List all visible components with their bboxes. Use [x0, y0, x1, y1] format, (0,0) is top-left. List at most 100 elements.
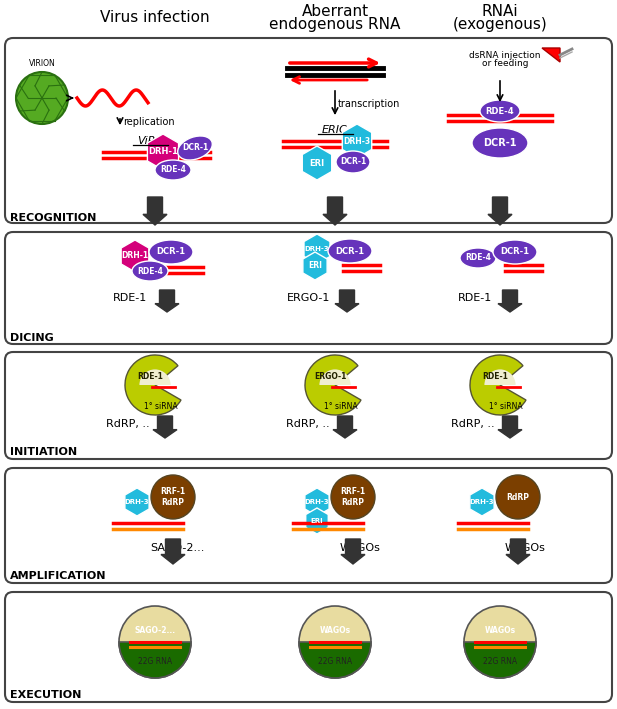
Wedge shape [464, 642, 536, 678]
Text: DRH-1: DRH-1 [148, 147, 178, 157]
Text: Virus infection: Virus infection [100, 11, 210, 26]
FancyArrow shape [335, 290, 359, 312]
Text: RRF-1
RdRP: RRF-1 RdRP [341, 487, 365, 507]
Wedge shape [320, 369, 350, 385]
Text: EXECUTION: EXECUTION [10, 690, 81, 700]
Text: ERGO-1: ERGO-1 [314, 372, 347, 381]
Text: RDE-1: RDE-1 [482, 372, 508, 381]
Circle shape [496, 475, 540, 519]
FancyBboxPatch shape [5, 232, 612, 344]
Text: dsRNA injection: dsRNA injection [470, 50, 540, 60]
Text: 22G RNA: 22G RNA [138, 657, 172, 666]
FancyBboxPatch shape [5, 38, 612, 223]
Circle shape [119, 606, 191, 678]
Text: RDE-4: RDE-4 [465, 254, 491, 262]
Text: ERI: ERI [310, 159, 325, 167]
Text: DRH-3: DRH-3 [125, 499, 149, 505]
Polygon shape [342, 124, 371, 158]
Ellipse shape [460, 248, 496, 268]
Polygon shape [305, 488, 329, 516]
Text: ERIC: ERIC [322, 125, 348, 135]
Text: replication: replication [123, 117, 175, 127]
FancyArrow shape [153, 416, 177, 438]
Polygon shape [121, 240, 149, 272]
Text: DRH-3: DRH-3 [305, 246, 329, 252]
Polygon shape [302, 146, 332, 180]
Text: RDE-4: RDE-4 [137, 267, 163, 276]
Wedge shape [470, 355, 526, 415]
Text: DCR-1: DCR-1 [336, 247, 365, 255]
FancyArrow shape [341, 539, 365, 564]
FancyArrow shape [498, 290, 522, 312]
Text: RRF-1
RdRP: RRF-1 RdRP [160, 487, 186, 507]
Text: DCR-1: DCR-1 [483, 138, 517, 148]
Circle shape [464, 606, 536, 678]
Text: WAGOs: WAGOs [320, 626, 350, 635]
Ellipse shape [472, 128, 528, 158]
Wedge shape [484, 369, 516, 385]
Text: DRH-3: DRH-3 [470, 499, 494, 505]
Text: 22G RNA: 22G RNA [483, 657, 517, 666]
Text: INITIATION: INITIATION [10, 447, 77, 457]
Text: DRH-1: DRH-1 [122, 252, 149, 260]
Text: DCR-1: DCR-1 [500, 247, 529, 257]
Text: or feeding: or feeding [482, 60, 528, 69]
Wedge shape [299, 642, 371, 678]
Polygon shape [306, 508, 328, 534]
Text: RdRP, ..: RdRP, .. [106, 419, 150, 429]
Text: RdRP: RdRP [507, 493, 529, 501]
Text: DRH-3: DRH-3 [305, 499, 329, 505]
Polygon shape [303, 252, 327, 280]
Wedge shape [139, 369, 170, 385]
Text: WAGOs: WAGOs [484, 626, 516, 635]
Ellipse shape [328, 239, 372, 263]
Text: ERI: ERI [308, 262, 322, 271]
Polygon shape [147, 134, 178, 170]
Text: 1° siRNA: 1° siRNA [324, 402, 358, 411]
Ellipse shape [336, 151, 370, 173]
FancyArrow shape [155, 290, 179, 312]
Text: ViRC: ViRC [137, 136, 163, 146]
Wedge shape [305, 355, 361, 415]
FancyBboxPatch shape [5, 352, 612, 459]
FancyArrow shape [498, 416, 522, 438]
Polygon shape [470, 488, 494, 516]
Ellipse shape [178, 136, 212, 160]
Text: ERGO-1: ERGO-1 [287, 293, 330, 303]
Text: VIRION: VIRION [28, 60, 56, 69]
Text: SAGO-2...: SAGO-2... [150, 543, 204, 553]
Circle shape [151, 475, 195, 519]
Text: DRH-3: DRH-3 [344, 137, 371, 145]
FancyBboxPatch shape [5, 468, 612, 583]
Ellipse shape [149, 240, 193, 264]
Text: DICING: DICING [10, 333, 54, 343]
Polygon shape [304, 234, 330, 264]
Text: (exogenous): (exogenous) [453, 18, 547, 33]
Text: AMPLIFICATION: AMPLIFICATION [10, 571, 107, 581]
Ellipse shape [493, 240, 537, 264]
Text: SAGO-2...: SAGO-2... [135, 626, 176, 635]
Text: RdRP, ..: RdRP, .. [286, 419, 330, 429]
Polygon shape [542, 48, 560, 62]
Text: RDE-1: RDE-1 [113, 293, 147, 303]
Text: RDE-1: RDE-1 [138, 372, 164, 381]
Circle shape [299, 606, 371, 678]
Text: RDE-4: RDE-4 [160, 165, 186, 174]
FancyArrow shape [323, 197, 347, 225]
FancyArrow shape [333, 416, 357, 438]
FancyArrow shape [488, 197, 512, 225]
Text: RdRP, ..: RdRP, .. [452, 419, 495, 429]
Ellipse shape [155, 160, 191, 180]
Text: RDE-4: RDE-4 [486, 106, 515, 116]
Text: ERI: ERI [311, 518, 323, 524]
Text: transcription: transcription [338, 99, 400, 109]
Text: DCR-1: DCR-1 [157, 247, 186, 257]
Text: RDE-1: RDE-1 [458, 293, 492, 303]
Ellipse shape [132, 261, 168, 281]
Wedge shape [119, 642, 191, 678]
Circle shape [331, 475, 375, 519]
Text: DCR-1: DCR-1 [182, 143, 208, 152]
Circle shape [16, 72, 68, 124]
FancyArrow shape [506, 539, 530, 564]
Text: WAGOs: WAGOs [505, 543, 546, 553]
